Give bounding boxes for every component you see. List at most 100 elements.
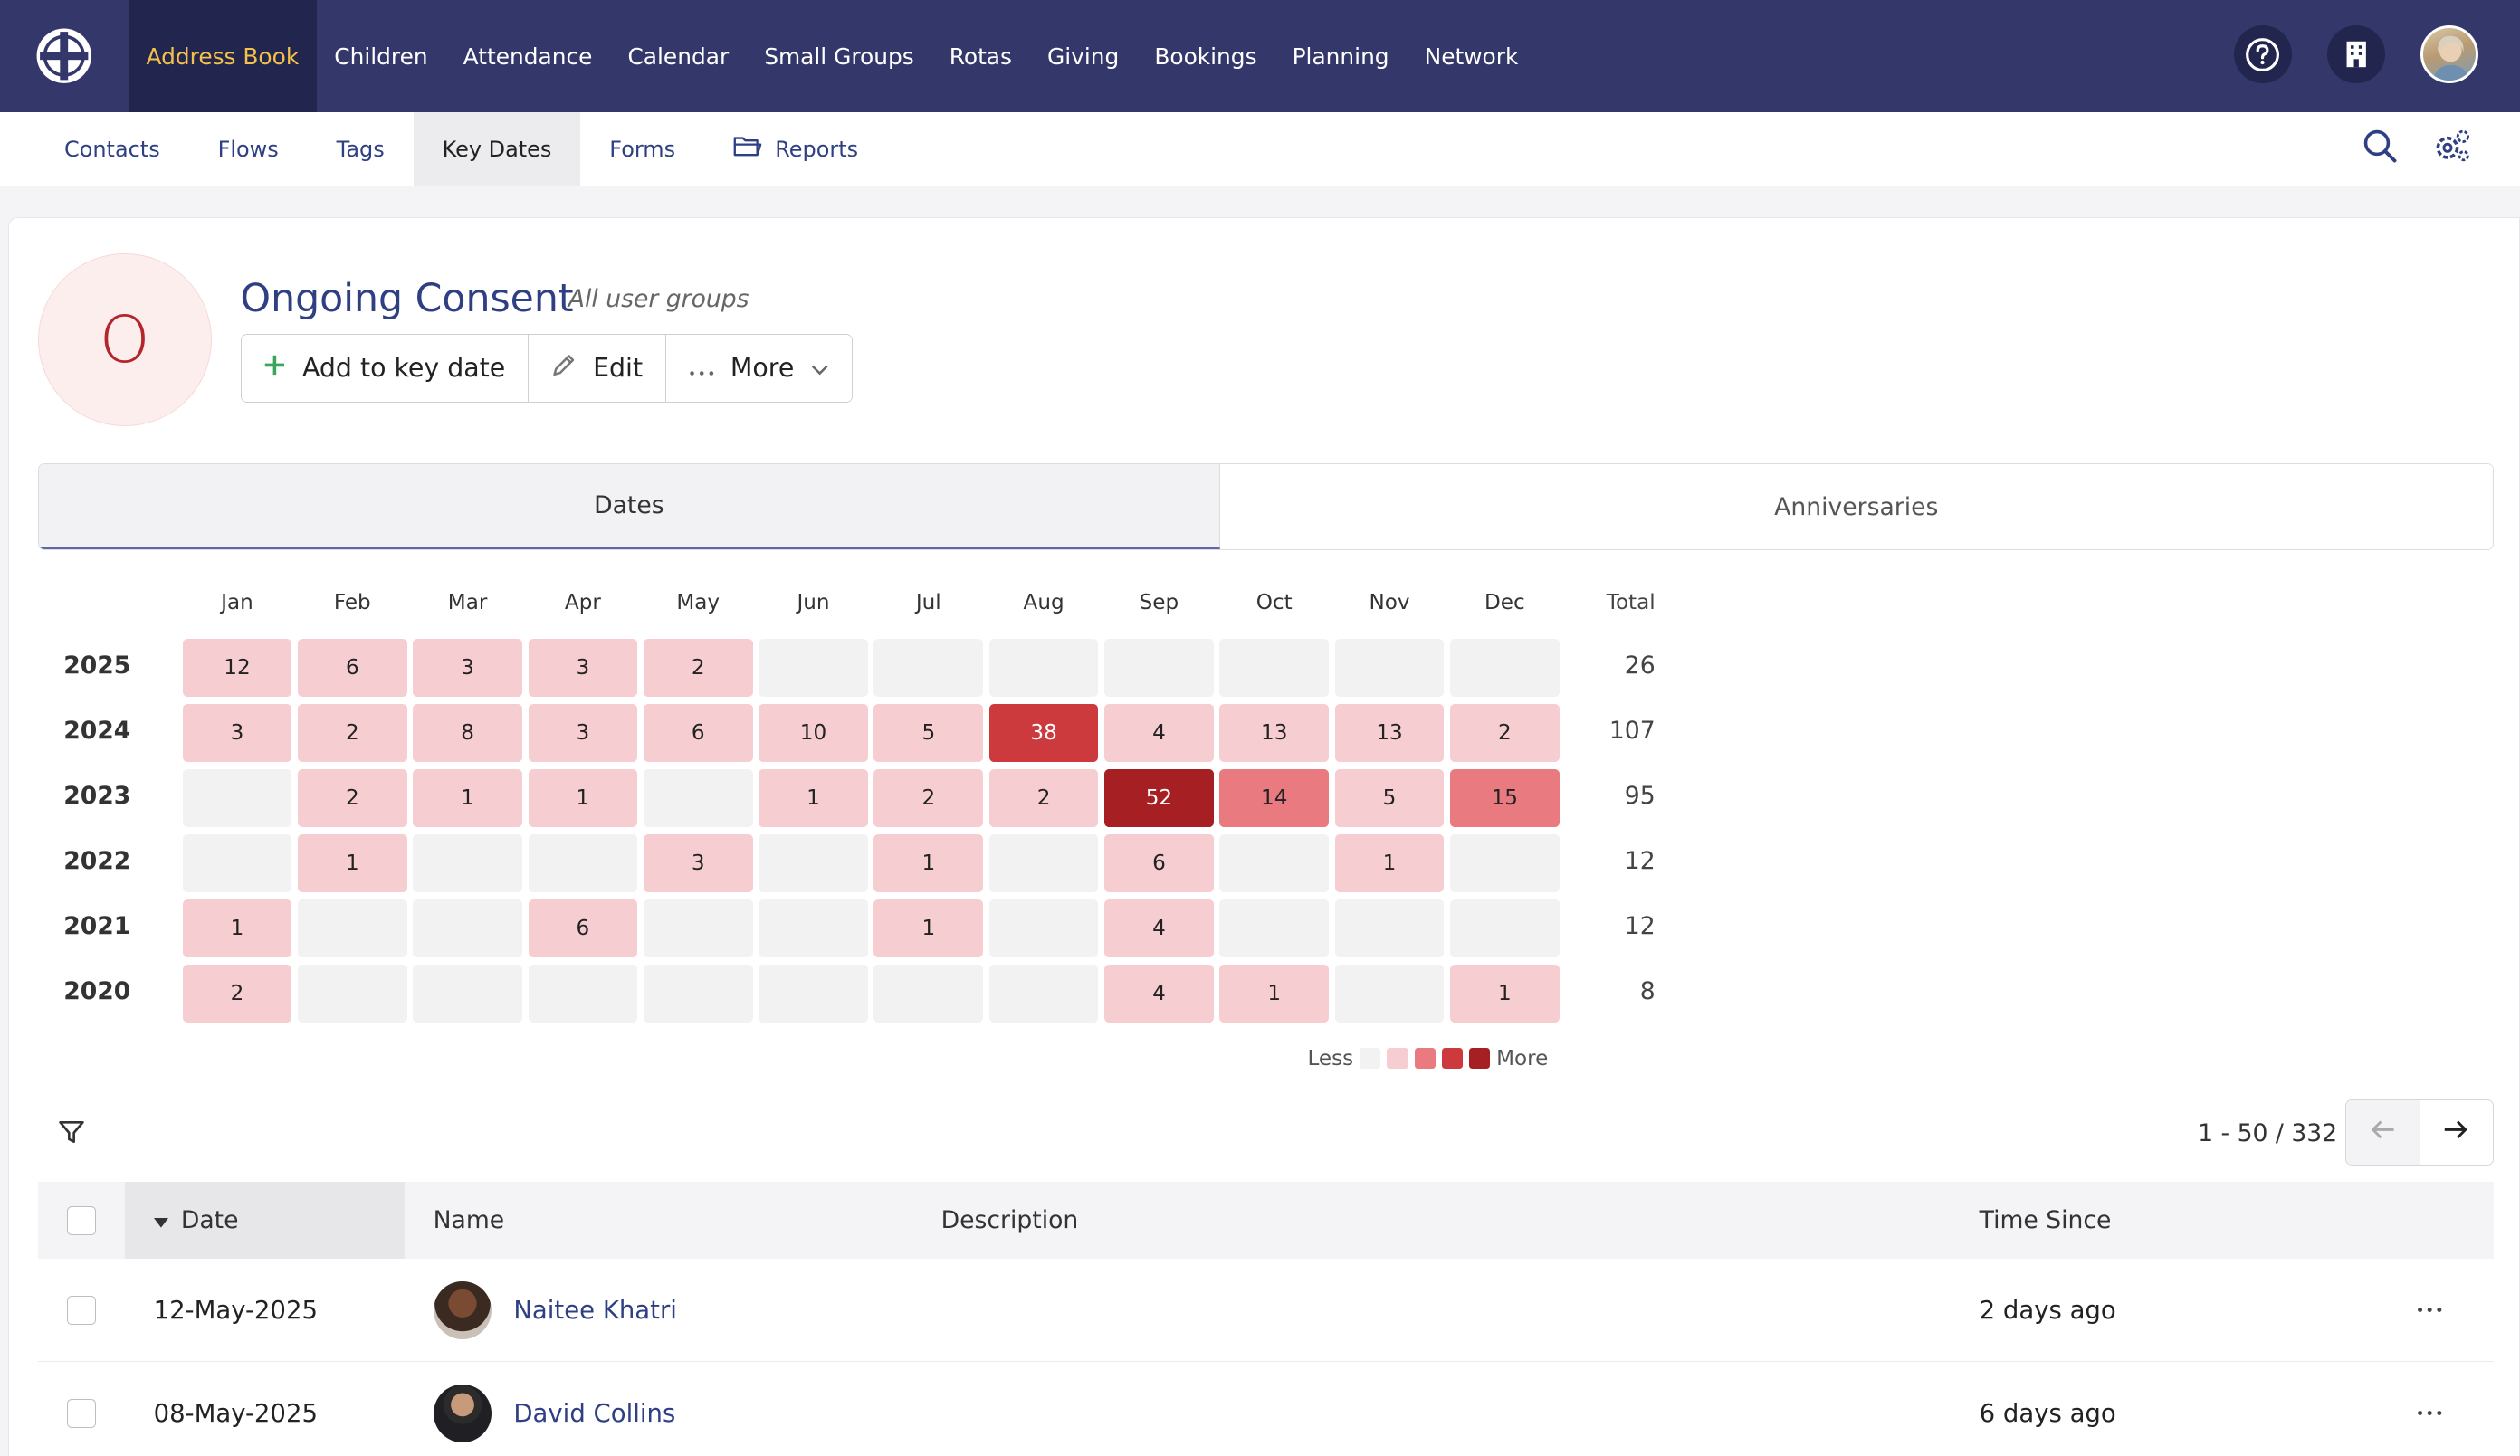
- person-name-link[interactable]: Naitee Khatri: [513, 1296, 677, 1326]
- search-icon[interactable]: [2362, 128, 2398, 170]
- heatmap-cell[interactable]: 15: [1449, 769, 1560, 827]
- column-header-time-since[interactable]: Time Since: [1979, 1206, 2112, 1235]
- nav-item-address-book[interactable]: Address Book: [129, 0, 317, 113]
- settings-gear-icon[interactable]: [2433, 128, 2472, 170]
- row-more-icon[interactable]: [2417, 1362, 2442, 1456]
- heatmap-cell[interactable]: 6: [643, 703, 753, 762]
- heatmap-cell[interactable]: 4: [1104, 899, 1214, 958]
- heatmap-cell[interactable]: 1: [413, 769, 522, 827]
- heatmap-cell[interactable]: 1: [1334, 834, 1445, 893]
- nav-item-rotas[interactable]: Rotas: [949, 43, 1012, 70]
- heatmap-cell[interactable]: 6: [297, 638, 407, 697]
- heatmap-cell[interactable]: [988, 834, 1099, 893]
- heatmap-cell[interactable]: [643, 769, 753, 827]
- heatmap-cell[interactable]: [1449, 638, 1560, 697]
- table-row[interactable]: 12-May-2025 Naitee Khatri 2 days ago: [37, 1259, 2494, 1362]
- heatmap-cell[interactable]: 2: [873, 769, 984, 827]
- heatmap-cell[interactable]: [759, 965, 868, 1023]
- heatmap-cell[interactable]: 3: [182, 703, 292, 762]
- heatmap-cell[interactable]: [873, 965, 984, 1023]
- heatmap-cell[interactable]: 2: [988, 769, 1099, 827]
- heatmap-cell[interactable]: 1: [759, 769, 868, 827]
- tab-anniversaries[interactable]: Anniversaries: [1219, 464, 2493, 550]
- nav-item-children[interactable]: Children: [334, 43, 428, 70]
- heatmap-cell[interactable]: 3: [413, 638, 522, 697]
- nav-item-bookings[interactable]: Bookings: [1154, 43, 1257, 70]
- user-avatar[interactable]: [2420, 25, 2478, 84]
- heatmap-cell[interactable]: [1449, 899, 1560, 958]
- row-checkbox[interactable]: [66, 1398, 96, 1428]
- next-page-button[interactable]: [2420, 1100, 2493, 1165]
- heatmap-cell[interactable]: 13: [1334, 703, 1445, 762]
- heatmap-cell[interactable]: 3: [528, 638, 638, 697]
- heatmap-cell[interactable]: [1219, 899, 1330, 958]
- heatmap-cell[interactable]: 6: [528, 899, 638, 958]
- nav-item-planning[interactable]: Planning: [1292, 43, 1389, 70]
- nav-item-network[interactable]: Network: [1424, 43, 1519, 70]
- previous-page-button[interactable]: [2346, 1100, 2420, 1166]
- heatmap-cell[interactable]: [873, 638, 984, 697]
- heatmap-cell[interactable]: 1: [182, 899, 292, 958]
- heatmap-cell[interactable]: 6: [1104, 834, 1214, 893]
- heatmap-cell[interactable]: 1: [873, 899, 984, 958]
- heatmap-cell[interactable]: [988, 965, 1099, 1023]
- heatmap-cell[interactable]: [413, 899, 522, 958]
- heatmap-cell[interactable]: 52: [1104, 769, 1214, 827]
- heatmap-cell[interactable]: [1449, 834, 1560, 893]
- subnav-item-key-dates[interactable]: Key Dates: [413, 111, 581, 186]
- subnav-item-reports[interactable]: Reports: [704, 112, 887, 186]
- heatmap-cell[interactable]: 1: [297, 834, 407, 893]
- select-all-checkbox[interactable]: [66, 1205, 96, 1235]
- person-avatar[interactable]: [433, 1384, 492, 1442]
- heatmap-cell[interactable]: [1334, 965, 1445, 1023]
- heatmap-cell[interactable]: [1334, 899, 1445, 958]
- person-avatar[interactable]: [433, 1281, 492, 1339]
- heatmap-cell[interactable]: 4: [1104, 703, 1214, 762]
- heatmap-cell[interactable]: 3: [643, 834, 753, 893]
- heatmap-cell[interactable]: 10: [759, 703, 868, 762]
- heatmap-cell[interactable]: [759, 638, 868, 697]
- heatmap-cell[interactable]: 2: [643, 638, 753, 697]
- heatmap-cell[interactable]: 4: [1104, 965, 1214, 1023]
- heatmap-cell[interactable]: [643, 965, 753, 1023]
- app-logo-icon[interactable]: [0, 0, 129, 112]
- heatmap-cell[interactable]: [182, 769, 292, 827]
- nav-item-giving[interactable]: Giving: [1047, 43, 1120, 70]
- heatmap-cell[interactable]: [1334, 638, 1445, 697]
- heatmap-cell[interactable]: 3: [528, 703, 638, 762]
- heatmap-cell[interactable]: 38: [988, 703, 1099, 762]
- row-checkbox[interactable]: [66, 1296, 96, 1325]
- heatmap-cell[interactable]: [1219, 834, 1330, 893]
- heatmap-cell[interactable]: 1: [873, 834, 984, 893]
- heatmap-cell[interactable]: [297, 899, 407, 958]
- row-more-icon[interactable]: [2417, 1259, 2442, 1362]
- filter-icon[interactable]: [57, 1118, 86, 1153]
- heatmap-cell[interactable]: [759, 834, 868, 893]
- nav-item-attendance[interactable]: Attendance: [463, 43, 593, 70]
- heatmap-cell[interactable]: 13: [1219, 703, 1330, 762]
- heatmap-cell[interactable]: 2: [1449, 703, 1560, 762]
- heatmap-cell[interactable]: 5: [873, 703, 984, 762]
- heatmap-cell[interactable]: 12: [182, 638, 292, 697]
- subnav-item-flows[interactable]: Flows: [189, 112, 308, 186]
- edit-button[interactable]: Edit: [529, 334, 666, 402]
- heatmap-cell[interactable]: [988, 638, 1099, 697]
- subnav-item-forms[interactable]: Forms: [580, 112, 704, 186]
- heatmap-cell[interactable]: 2: [182, 965, 292, 1023]
- heatmap-cell[interactable]: [413, 965, 522, 1023]
- subnav-item-tags[interactable]: Tags: [308, 112, 414, 186]
- more-button[interactable]: More: [665, 334, 853, 402]
- help-icon[interactable]: [2234, 25, 2292, 84]
- heatmap-cell[interactable]: [759, 899, 868, 958]
- heatmap-cell[interactable]: [643, 899, 753, 958]
- heatmap-cell[interactable]: 14: [1219, 769, 1330, 827]
- heatmap-cell[interactable]: 5: [1334, 769, 1445, 827]
- heatmap-cell[interactable]: [528, 834, 638, 893]
- heatmap-cell[interactable]: 1: [1219, 965, 1330, 1023]
- table-row[interactable]: 08-May-2025 David Collins 6 days ago: [38, 1362, 2494, 1456]
- subnav-item-contacts[interactable]: Contacts: [35, 112, 189, 186]
- heatmap-cell[interactable]: 8: [413, 703, 522, 762]
- add-to-key-date-button[interactable]: Add to key date: [241, 334, 530, 402]
- heatmap-cell[interactable]: 1: [1449, 965, 1560, 1023]
- heatmap-cell[interactable]: [297, 965, 407, 1023]
